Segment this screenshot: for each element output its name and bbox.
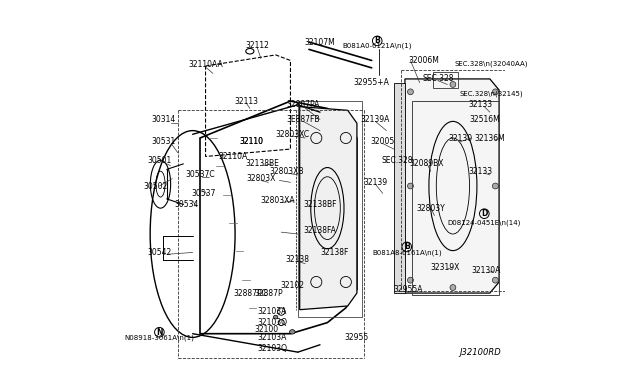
Text: 32133: 32133 bbox=[468, 100, 493, 109]
Circle shape bbox=[408, 277, 413, 283]
Text: D: D bbox=[481, 209, 488, 218]
Text: 32887P: 32887P bbox=[254, 289, 283, 298]
Circle shape bbox=[450, 81, 456, 87]
Text: 32516M: 32516M bbox=[469, 115, 500, 124]
Text: 32955+A: 32955+A bbox=[354, 78, 390, 87]
Text: 32803XC: 32803XC bbox=[275, 130, 309, 139]
Text: 30534: 30534 bbox=[175, 200, 199, 209]
Text: 30501: 30501 bbox=[147, 155, 172, 165]
Text: SEC.328: SEC.328 bbox=[422, 74, 454, 83]
Text: 32138FA: 32138FA bbox=[303, 226, 337, 235]
Text: 32955: 32955 bbox=[345, 333, 369, 342]
Text: 32089BX: 32089BX bbox=[410, 159, 444, 169]
Text: B081A8-6161A\n(1): B081A8-6161A\n(1) bbox=[372, 249, 442, 256]
Circle shape bbox=[492, 89, 499, 95]
Text: 32103A: 32103A bbox=[257, 307, 287, 316]
Text: 32103Q: 32103Q bbox=[257, 318, 287, 327]
Circle shape bbox=[492, 277, 499, 283]
Text: 32138F: 32138F bbox=[321, 248, 349, 257]
Text: 32803X: 32803X bbox=[246, 174, 276, 183]
Text: 32803Y: 32803Y bbox=[417, 203, 445, 213]
Text: 30502: 30502 bbox=[143, 182, 168, 190]
Text: 32130A: 32130A bbox=[472, 266, 501, 275]
Text: 30542: 30542 bbox=[147, 248, 172, 257]
Text: J32100RD: J32100RD bbox=[460, 348, 502, 357]
Text: 32107M: 32107M bbox=[305, 38, 335, 46]
Text: 3E887FB: 3E887FB bbox=[287, 115, 320, 124]
Polygon shape bbox=[405, 79, 499, 293]
Text: 32110AA: 32110AA bbox=[188, 60, 223, 69]
Text: N: N bbox=[156, 328, 163, 337]
Polygon shape bbox=[394, 83, 405, 293]
Text: 32955A: 32955A bbox=[394, 285, 424, 294]
Text: 32803XB: 32803XB bbox=[269, 167, 304, 176]
Text: 32112: 32112 bbox=[245, 41, 269, 50]
Text: SEC.328\n(32040AA): SEC.328\n(32040AA) bbox=[455, 61, 529, 67]
Text: 32138BE: 32138BE bbox=[246, 159, 280, 169]
Text: 32110: 32110 bbox=[240, 137, 264, 146]
Text: SEC.328\n(32145): SEC.328\n(32145) bbox=[460, 90, 524, 97]
Text: D08124-0451E\n(14): D08124-0451E\n(14) bbox=[447, 220, 521, 226]
Text: 32006M: 32006M bbox=[408, 56, 439, 65]
Polygon shape bbox=[300, 107, 357, 310]
Text: 32110: 32110 bbox=[240, 137, 264, 146]
Text: 32887PA: 32887PA bbox=[287, 100, 320, 109]
Text: 32110A: 32110A bbox=[219, 152, 248, 161]
Text: 30314: 30314 bbox=[151, 115, 175, 124]
Text: 30537: 30537 bbox=[191, 189, 216, 198]
Text: 32103A: 32103A bbox=[257, 333, 287, 342]
Text: 32139A: 32139A bbox=[361, 115, 390, 124]
Text: N08918-3061A\n(1): N08918-3061A\n(1) bbox=[124, 334, 195, 341]
Text: 32102: 32102 bbox=[280, 281, 304, 290]
Text: B: B bbox=[404, 243, 410, 251]
Text: 32319X: 32319X bbox=[431, 263, 460, 272]
Circle shape bbox=[492, 183, 499, 189]
Circle shape bbox=[408, 89, 413, 95]
Text: 32100: 32100 bbox=[255, 326, 278, 334]
Text: 32138BF: 32138BF bbox=[303, 200, 337, 209]
Text: 32138: 32138 bbox=[286, 255, 310, 264]
Ellipse shape bbox=[273, 315, 278, 319]
Circle shape bbox=[408, 183, 413, 189]
Text: 32133: 32133 bbox=[468, 167, 493, 176]
Text: 32139: 32139 bbox=[364, 178, 387, 187]
Text: 32136M: 32136M bbox=[474, 134, 505, 142]
Text: 32803XA: 32803XA bbox=[260, 196, 295, 205]
Text: B: B bbox=[374, 36, 380, 45]
Text: B081A0-6121A\n(1): B081A0-6121A\n(1) bbox=[342, 42, 412, 49]
Ellipse shape bbox=[289, 330, 295, 334]
Text: 30537C: 30537C bbox=[185, 170, 215, 179]
Text: 32103Q: 32103Q bbox=[257, 344, 287, 353]
Text: 32887PC: 32887PC bbox=[233, 289, 267, 298]
Text: SEC.328: SEC.328 bbox=[382, 155, 413, 165]
Text: 32130: 32130 bbox=[448, 134, 472, 142]
Text: 32005: 32005 bbox=[371, 137, 395, 146]
Text: 32113: 32113 bbox=[234, 97, 258, 106]
Circle shape bbox=[450, 285, 456, 291]
Text: 30531: 30531 bbox=[151, 137, 175, 146]
